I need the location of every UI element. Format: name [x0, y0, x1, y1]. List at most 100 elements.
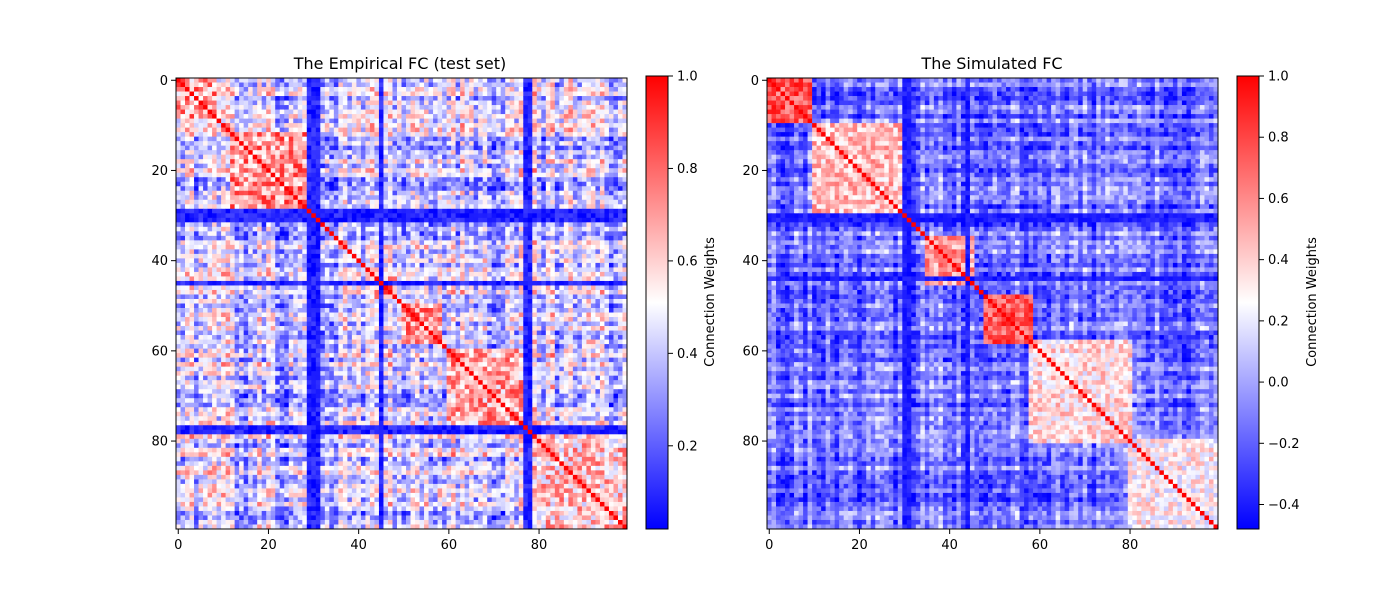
heatmap-cell [212, 249, 217, 255]
heatmap-cell [446, 82, 452, 88]
heatmap-cell [401, 168, 407, 174]
heatmap-cell [239, 344, 244, 349]
heatmap-cell [311, 375, 317, 381]
heatmap-cell [257, 253, 263, 259]
heatmap-cell [383, 317, 389, 322]
heatmap-cell [419, 114, 425, 119]
heatmap-cell [234, 271, 240, 277]
heatmap-cell [261, 231, 267, 237]
heatmap-cell [473, 389, 479, 395]
heatmap-cell [324, 371, 330, 377]
heatmap-cell [473, 114, 479, 119]
heatmap-cell [433, 366, 438, 372]
heatmap-cell [185, 181, 190, 187]
heatmap-cell [338, 118, 344, 124]
heatmap-cell [288, 231, 294, 237]
heatmap-cell [487, 289, 493, 295]
heatmap-cell [225, 141, 231, 146]
heatmap-cell [230, 285, 235, 291]
heatmap-cell [478, 348, 484, 354]
heatmap-cell [442, 344, 447, 349]
heatmap-cell [261, 244, 267, 250]
heatmap-cell [369, 276, 375, 282]
heatmap-cell [469, 78, 475, 83]
heatmap-cell [437, 267, 443, 273]
heatmap-cell [239, 172, 244, 178]
heatmap-cell [324, 105, 330, 110]
heatmap-cell [424, 208, 429, 214]
heatmap-cell [338, 298, 344, 304]
heatmap-cell [442, 109, 447, 115]
heatmap-cell [212, 235, 217, 241]
heatmap-cell [306, 181, 312, 187]
heatmap-cell [324, 276, 330, 282]
heatmap-cell [369, 208, 375, 214]
heatmap-cell [270, 348, 276, 354]
heatmap-cell [329, 217, 335, 223]
heatmap-cell [401, 317, 407, 322]
heatmap-cell [437, 186, 443, 192]
heatmap-cell [239, 78, 244, 83]
heatmap-cell [369, 213, 375, 219]
heatmap-cell [225, 371, 231, 377]
heatmap-cell [487, 159, 493, 165]
heatmap-cell [469, 240, 475, 246]
heatmap-cell [469, 312, 475, 318]
heatmap-cell [383, 253, 389, 259]
heatmap-cell [189, 181, 195, 187]
heatmap-cell [487, 371, 493, 377]
heatmap-cell [383, 375, 389, 381]
heatmap-cell [442, 159, 447, 165]
heatmap-cell [288, 163, 294, 169]
heatmap-cell [383, 289, 389, 295]
heatmap-cell [401, 82, 407, 88]
heatmap-cell [315, 240, 321, 246]
heatmap-cell [234, 87, 240, 92]
heatmap-cell [333, 335, 339, 340]
heatmap-cell [406, 172, 411, 178]
heatmap-cell [252, 82, 258, 88]
heatmap-cell [424, 190, 429, 196]
heatmap-cell [239, 371, 244, 377]
heatmap-cell [284, 253, 290, 259]
heatmap-cell [338, 105, 344, 110]
heatmap-cell [189, 393, 195, 399]
heatmap-cell [248, 123, 254, 128]
heatmap-cell [378, 136, 384, 142]
heatmap-cell [482, 303, 488, 309]
heatmap-cell [207, 190, 213, 196]
heatmap-cell [176, 249, 181, 255]
heatmap-cell [478, 335, 484, 340]
heatmap-cell [261, 150, 267, 156]
heatmap-cell [482, 150, 488, 156]
heatmap-cell [221, 280, 226, 286]
heatmap-cell [230, 195, 235, 201]
heatmap-cell [189, 190, 195, 196]
heatmap-cell [374, 159, 380, 165]
heatmap-cell [491, 123, 497, 128]
heatmap-cell [284, 190, 290, 196]
heatmap-cell [320, 78, 326, 83]
heatmap-cell [406, 127, 411, 133]
heatmap-cell [248, 231, 254, 237]
heatmap-cell [482, 96, 488, 101]
heatmap-cell [216, 271, 222, 277]
heatmap-cell [491, 213, 497, 219]
heatmap-cell [387, 181, 393, 187]
heatmap-cell [442, 186, 447, 192]
heatmap-cell [216, 276, 222, 282]
heatmap-cell [446, 199, 452, 205]
heatmap-cell [401, 348, 407, 354]
heatmap-cell [243, 321, 249, 327]
heatmap-cell [320, 326, 326, 331]
heatmap-cell [469, 181, 475, 187]
heatmap-cell [257, 208, 263, 214]
heatmap-cell [302, 353, 308, 358]
heatmap-cell [293, 357, 299, 363]
heatmap-cell [374, 308, 380, 313]
heatmap-cell [230, 190, 235, 196]
heatmap-cell [469, 150, 475, 156]
heatmap-cell [469, 375, 475, 381]
heatmap-cell [338, 244, 344, 250]
heatmap-cell [360, 208, 366, 214]
